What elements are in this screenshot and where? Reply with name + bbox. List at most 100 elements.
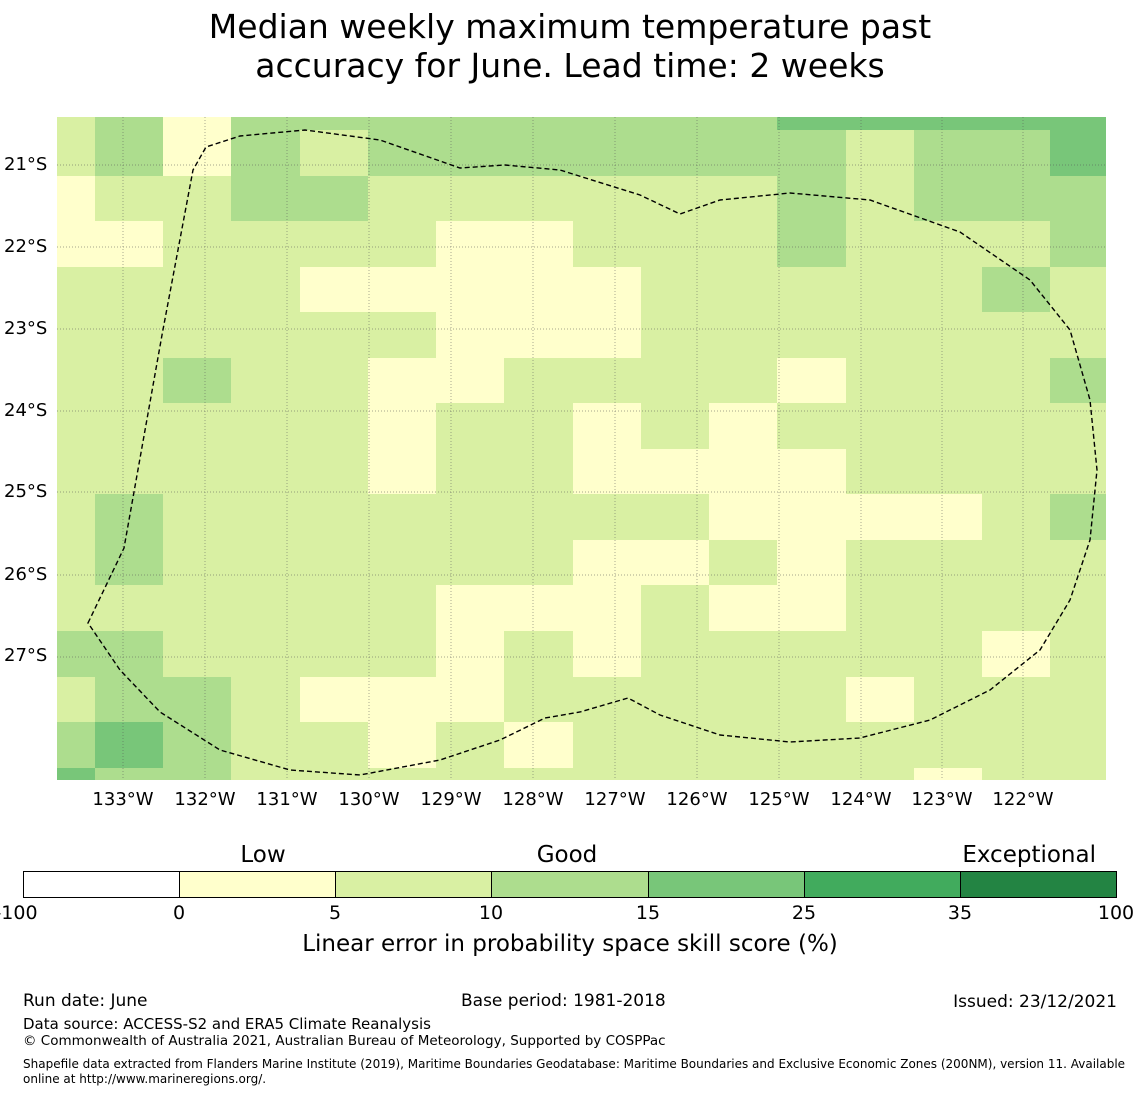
skill-cell: [982, 267, 1050, 312]
colorbar-segment: [24, 872, 181, 897]
skill-cell: [914, 768, 982, 780]
skill-cell: [95, 677, 163, 722]
skill-cell: [777, 585, 846, 631]
skill-cell: [1050, 176, 1106, 221]
colorbar-segment: [960, 872, 1116, 897]
skill-cell: [504, 312, 573, 358]
skill-cell: [57, 768, 95, 780]
skill-cell: [573, 631, 641, 677]
skill-cell: [641, 358, 709, 403]
skill-cell: [231, 221, 300, 267]
skill-cell: [982, 585, 1050, 631]
colorbar-segment: [648, 872, 805, 897]
skill-cell: [573, 449, 641, 494]
skill-cell: [709, 631, 777, 677]
skill-cell: [368, 403, 436, 449]
skill-cell: [57, 267, 95, 312]
skill-cell: [436, 176, 504, 221]
skill-cell: [300, 358, 368, 403]
skill-cell: [914, 221, 982, 267]
skill-cell: [777, 677, 846, 722]
skill-cell: [95, 449, 163, 494]
skill-cell: [777, 494, 846, 540]
skill-cell: [368, 585, 436, 631]
skill-cell: [846, 585, 914, 631]
skill-cell: [641, 117, 709, 130]
colorbar-label: Linear error in probability space skill …: [302, 931, 838, 957]
skill-cell: [846, 722, 914, 768]
skill-cell: [504, 221, 573, 267]
skill-cell: [436, 312, 504, 358]
skill-cell: [777, 540, 846, 585]
skill-cell: [436, 221, 504, 267]
skill-cell: [300, 677, 368, 722]
skill-cell: [57, 677, 95, 722]
skill-cell: [300, 722, 368, 768]
skill-cell: [504, 585, 573, 631]
skill-cell: [231, 631, 300, 677]
skill-cell: [982, 403, 1050, 449]
colorbar-tick: 5: [328, 902, 342, 924]
skill-cell: [709, 677, 777, 722]
skill-cell: [641, 130, 709, 176]
skill-cell: [436, 130, 504, 176]
skill-cell: [300, 312, 368, 358]
skill-cell: [573, 403, 641, 449]
skill-cell: [846, 677, 914, 722]
skill-cell: [1050, 631, 1106, 677]
shapefile-credit: Shapefile data extracted from Flanders M…: [23, 1057, 1126, 1086]
skill-cell: [777, 117, 846, 130]
skill-cell: [641, 677, 709, 722]
skill-cell: [95, 722, 163, 768]
skill-cell: [777, 176, 846, 221]
skill-cell: [95, 403, 163, 449]
data-source: Data source: ACCESS-S2 and ERA5 Climate …: [23, 1015, 431, 1033]
skill-cell: [163, 722, 231, 768]
skill-cell: [95, 221, 163, 267]
skill-cell: [231, 768, 300, 780]
skill-cell: [57, 494, 95, 540]
skill-cell: [95, 631, 163, 677]
skill-cell: [846, 312, 914, 358]
skill-cell: [709, 267, 777, 312]
skill-cell: [57, 449, 95, 494]
skill-cell: [300, 768, 368, 780]
skill-cell: [914, 722, 982, 768]
skill-cell: [573, 585, 641, 631]
skill-cell: [436, 677, 504, 722]
lat-label: 22°S: [4, 236, 48, 257]
skill-cell: [1050, 130, 1106, 176]
lon-label: 130°W: [338, 789, 400, 810]
skill-cell: [914, 540, 982, 585]
colorbar-tick: 100: [1097, 902, 1135, 924]
skill-cell: [709, 117, 777, 130]
skill-cell: [300, 631, 368, 677]
skill-cell: [163, 768, 231, 780]
skill-cell: [846, 267, 914, 312]
colorbar-tick: 15: [635, 902, 661, 924]
skill-cell: [777, 722, 846, 768]
skill-cell: [300, 221, 368, 267]
skill-cell: [163, 358, 231, 403]
skill-cell: [95, 768, 163, 780]
lon-label: 126°W: [666, 789, 728, 810]
skill-cell: [504, 176, 573, 221]
skill-cell: [163, 540, 231, 585]
skill-cell: [504, 631, 573, 677]
skill-cell: [300, 267, 368, 312]
skill-cell: [982, 176, 1050, 221]
skill-cell: [709, 130, 777, 176]
skill-cell: [231, 494, 300, 540]
colorbar-tick: 10: [478, 902, 504, 924]
skill-cell: [1050, 768, 1106, 780]
skill-cell: [368, 117, 436, 130]
skill-cell: [95, 267, 163, 312]
skill-cell: [163, 130, 231, 176]
skill-cell: [504, 494, 573, 540]
skill-cell: [641, 267, 709, 312]
skill-cell: [914, 267, 982, 312]
skill-cell: [846, 540, 914, 585]
skill-cell: [777, 768, 846, 780]
skill-cell: [709, 494, 777, 540]
skill-cell: [641, 449, 709, 494]
